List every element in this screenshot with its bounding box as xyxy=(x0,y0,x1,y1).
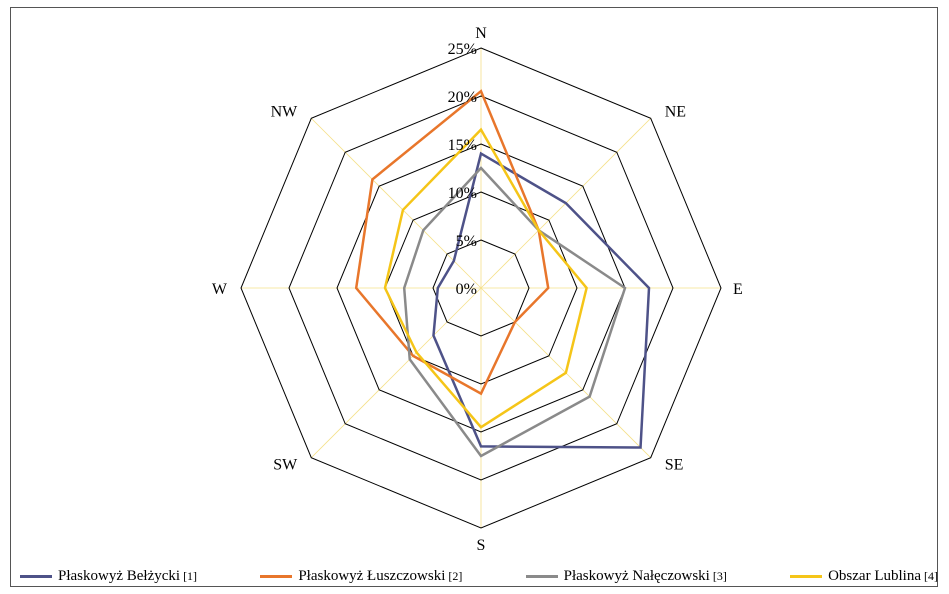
legend-ref-3: [3] xyxy=(712,568,727,583)
direction-label-s: S xyxy=(477,537,486,554)
spoke-sw xyxy=(311,287,482,458)
legend-ref-1: [1] xyxy=(183,568,198,583)
spoke-nw xyxy=(311,118,482,289)
legend-item-4: Obszar Lublina [4] xyxy=(790,568,938,585)
legend-item-3: Płaskowyż Nałęczowski [3] xyxy=(525,567,727,585)
grid-ring-5 xyxy=(432,239,530,337)
legend-label-4: Obszar Lublina xyxy=(828,567,921,584)
direction-label-sw: SW xyxy=(273,457,298,474)
tick-label-15: 15% xyxy=(448,137,477,154)
tick-label-0: 0% xyxy=(456,281,477,298)
grid-ring-20 xyxy=(288,95,674,481)
direction-label-e: E xyxy=(733,281,743,298)
legend-swatch-3 xyxy=(525,574,558,578)
legend-item-1: Płaskowyż Bełżycki [1] xyxy=(20,568,197,585)
direction-label-nw: NW xyxy=(271,103,299,120)
legend-ref-4: [4] xyxy=(923,568,938,583)
legend-swatch-4 xyxy=(790,574,823,578)
legend-item-2: Płaskowyż Łuszczowski [2] xyxy=(260,568,462,585)
legend-ref-2: [2] xyxy=(448,568,463,583)
legend-label-1: Płaskowyż Bełżycki xyxy=(58,567,181,584)
tick-label-20: 20% xyxy=(448,89,477,106)
grid-ring-25 xyxy=(240,47,722,529)
direction-label-ne: NE xyxy=(665,103,686,120)
tick-label-25: 25% xyxy=(448,41,477,58)
legend-label-3: Płaskowyż Nałęczowski xyxy=(563,567,710,584)
direction-label-se: SE xyxy=(665,457,684,474)
legend-swatch-1 xyxy=(20,574,52,578)
tick-label-10: 10% xyxy=(448,185,477,202)
legend-swatch-2 xyxy=(260,574,293,578)
legend: Płaskowyż Bełżycki [1] Płaskowyż Łuszczows… xyxy=(20,566,938,586)
direction-label-n: N xyxy=(475,25,487,42)
chart-frame xyxy=(10,7,938,587)
direction-label-w: W xyxy=(212,281,228,298)
tick-label-5: 5% xyxy=(456,233,477,250)
legend-label-2: Płaskowyż Łuszczowski xyxy=(298,567,446,584)
series-line-3 xyxy=(402,166,627,458)
